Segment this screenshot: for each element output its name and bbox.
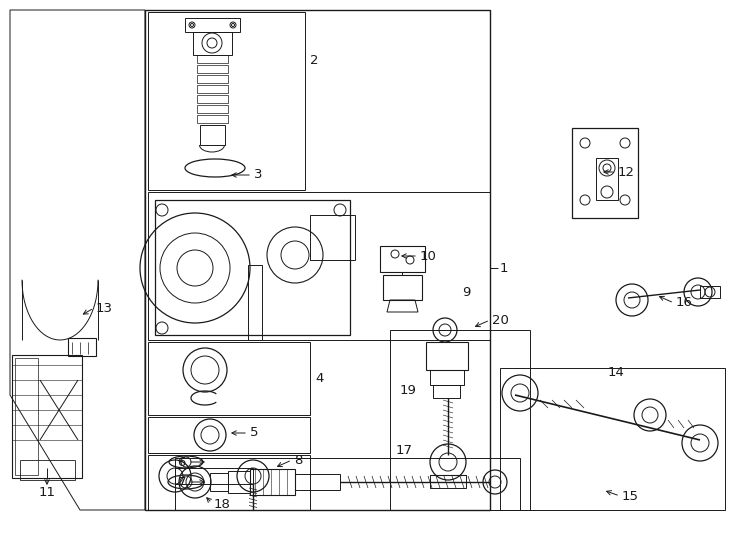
Bar [20,460,75,480]
Bar [430,475,466,488]
Text: 10: 10 [420,249,437,262]
Text: 1: 1 [500,261,509,274]
Bar [193,32,232,55]
Bar [210,473,228,491]
Bar [380,246,425,272]
Bar [15,358,38,475]
Bar [250,469,295,495]
Bar [148,192,490,340]
Text: 15: 15 [622,490,639,503]
Bar [155,200,350,335]
Bar [700,286,720,298]
Bar [500,368,725,510]
Text: 14: 14 [608,366,625,379]
Bar [68,338,96,356]
Text: 8: 8 [294,454,302,467]
Bar [426,342,468,370]
Bar [185,18,240,32]
Bar [197,95,228,103]
Text: 5: 5 [250,427,258,440]
Bar [148,417,310,453]
Bar [148,455,310,510]
Bar [197,115,228,123]
Bar [145,10,490,510]
Bar [175,468,253,484]
Text: 3: 3 [254,168,263,181]
Text: 11: 11 [38,485,56,498]
Bar [197,55,228,63]
Bar [197,65,228,73]
Bar [295,474,340,490]
Bar [197,75,228,83]
Text: 9: 9 [462,287,470,300]
Text: 17: 17 [396,443,413,456]
Text: 7: 7 [178,476,186,489]
Bar [572,128,638,218]
Text: 19: 19 [400,383,417,396]
Bar [197,85,228,93]
Text: 12: 12 [618,165,635,179]
Text: 2: 2 [310,53,319,66]
Text: 18: 18 [214,498,231,511]
Bar [200,125,225,145]
Bar [12,355,82,478]
Bar [228,471,250,493]
Bar [433,385,460,398]
Bar [197,105,228,113]
Text: 4: 4 [315,372,324,384]
Text: 6: 6 [178,456,186,469]
Text: 16: 16 [676,296,693,309]
Bar [390,330,530,510]
Bar [175,458,520,510]
Bar [248,265,262,340]
Text: 13: 13 [96,301,113,314]
Bar [383,275,422,300]
Bar [430,370,464,385]
Bar [310,215,355,260]
Bar [148,342,310,415]
Bar [148,12,305,190]
Bar [596,158,618,200]
Text: 20: 20 [492,314,509,327]
